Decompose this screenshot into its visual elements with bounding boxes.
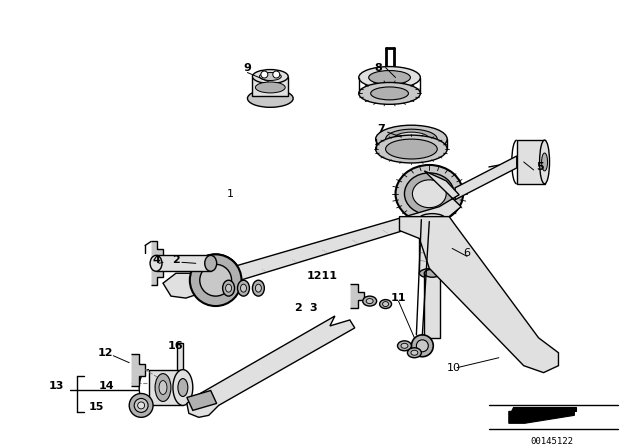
Ellipse shape (397, 341, 412, 351)
Ellipse shape (385, 129, 437, 149)
Ellipse shape (419, 214, 445, 224)
Text: 1211: 1211 (307, 271, 337, 281)
Polygon shape (455, 156, 516, 200)
Ellipse shape (173, 370, 193, 405)
Polygon shape (149, 370, 183, 405)
Text: 4: 4 (152, 255, 160, 265)
Ellipse shape (369, 70, 410, 85)
Ellipse shape (366, 299, 373, 304)
Ellipse shape (540, 140, 550, 184)
Ellipse shape (190, 254, 241, 306)
Ellipse shape (385, 139, 437, 159)
Ellipse shape (541, 153, 548, 171)
Ellipse shape (412, 335, 433, 357)
Ellipse shape (417, 340, 428, 352)
Text: 12: 12 (98, 348, 113, 358)
Ellipse shape (401, 343, 408, 348)
Ellipse shape (241, 284, 246, 292)
Ellipse shape (248, 90, 293, 108)
Ellipse shape (255, 82, 285, 93)
Polygon shape (509, 411, 574, 423)
Ellipse shape (380, 300, 392, 309)
Ellipse shape (419, 268, 445, 278)
Text: 3: 3 (309, 303, 317, 313)
Ellipse shape (205, 255, 217, 271)
Polygon shape (424, 273, 440, 338)
Text: 11: 11 (391, 293, 406, 303)
Ellipse shape (408, 348, 421, 358)
Ellipse shape (273, 71, 280, 78)
Ellipse shape (200, 264, 232, 296)
Text: 7: 7 (378, 124, 385, 134)
Ellipse shape (371, 87, 408, 100)
Ellipse shape (383, 302, 388, 306)
Ellipse shape (155, 374, 171, 401)
Text: 9: 9 (244, 63, 252, 73)
Ellipse shape (129, 393, 153, 418)
Ellipse shape (226, 284, 232, 292)
Polygon shape (131, 354, 145, 386)
Ellipse shape (223, 280, 234, 296)
Ellipse shape (261, 71, 268, 78)
Polygon shape (516, 140, 545, 184)
Text: 16: 16 (168, 341, 184, 351)
Ellipse shape (376, 125, 447, 153)
Ellipse shape (424, 269, 440, 277)
Polygon shape (187, 316, 355, 418)
Ellipse shape (252, 280, 264, 296)
Ellipse shape (394, 132, 429, 146)
Polygon shape (419, 219, 445, 273)
Ellipse shape (259, 73, 281, 81)
Text: 6: 6 (463, 248, 470, 258)
Text: 2: 2 (172, 255, 180, 265)
Ellipse shape (255, 284, 261, 292)
Ellipse shape (396, 165, 463, 223)
Text: 2: 2 (294, 303, 302, 313)
Ellipse shape (376, 135, 447, 163)
Polygon shape (151, 241, 163, 285)
Polygon shape (252, 77, 288, 96)
Ellipse shape (159, 380, 167, 395)
Text: 13: 13 (49, 380, 65, 391)
Text: 00145122: 00145122 (530, 437, 573, 446)
Ellipse shape (359, 67, 420, 88)
Text: 5: 5 (536, 162, 543, 172)
Polygon shape (177, 343, 183, 375)
Ellipse shape (237, 280, 250, 296)
Ellipse shape (252, 69, 288, 83)
Text: 10: 10 (447, 362, 461, 373)
Ellipse shape (178, 379, 188, 396)
Text: 1: 1 (227, 189, 234, 199)
Polygon shape (511, 407, 577, 411)
Ellipse shape (404, 173, 454, 215)
Ellipse shape (412, 180, 446, 208)
Polygon shape (156, 255, 211, 271)
Ellipse shape (363, 296, 376, 306)
Ellipse shape (359, 82, 420, 104)
Text: 15: 15 (89, 402, 104, 413)
Polygon shape (399, 217, 559, 373)
Polygon shape (350, 284, 364, 308)
Polygon shape (163, 171, 461, 298)
Ellipse shape (134, 398, 148, 412)
Text: 14: 14 (99, 380, 114, 391)
Ellipse shape (150, 255, 162, 271)
Text: 8: 8 (375, 63, 383, 73)
Ellipse shape (411, 350, 418, 355)
Ellipse shape (138, 402, 145, 409)
Polygon shape (187, 391, 217, 410)
